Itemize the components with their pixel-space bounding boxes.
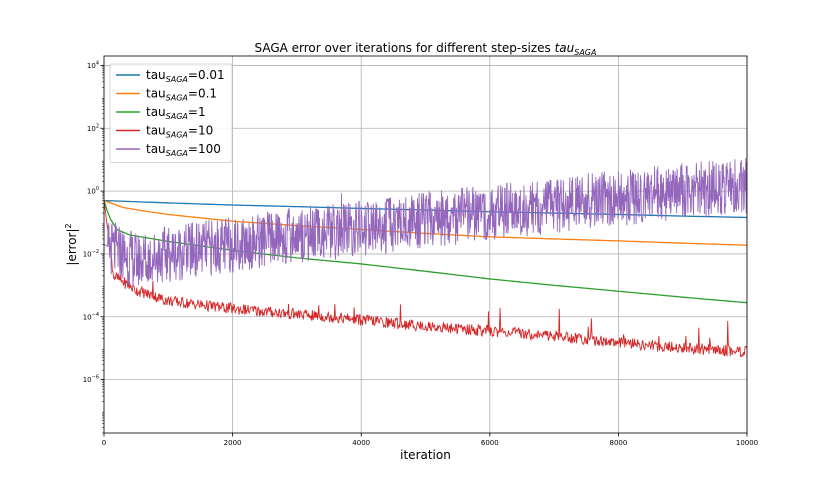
legend-label: tauSAGA=0.01 [146,68,225,84]
legend-item: tauSAGA=0.1 [116,87,217,103]
legend-label: tauSAGA=10 [146,124,213,140]
x-tick-label: 6000 [481,439,499,447]
x-tick-label: 8000 [609,439,627,447]
y-tick-label-exp: −2 [92,249,99,255]
x-tick-label: 10000 [736,439,758,447]
legend-label-sub: SAGA [166,75,188,84]
x-ticks: 0 2000 4000 6000 8000 10000 [102,433,758,447]
legend-label-base: tau [146,142,166,156]
y-axis-title-sup: 2 [64,223,73,228]
legend-label-base: tau [146,105,166,119]
y-tick-label-base: 10 [87,125,96,133]
legend: tauSAGA=0.01tauSAGA=0.1tauSAGA=1tauSAGA=… [109,63,233,163]
y-tick-label-exp: 4 [96,60,99,66]
y-axis-title-base: |error| [65,228,79,265]
legend-item: tauSAGA=1 [116,105,206,121]
series-line [104,200,747,358]
y-tick-label: 104 [87,60,99,70]
chart-title-symbol-sub: SAGA [574,48,596,57]
x-tick-label: 4000 [352,439,370,447]
y-tick-label-base: 10 [83,376,92,384]
chart-title-text: SAGA error over iterations for different… [255,41,555,55]
y-tick-label: 100 [87,186,99,196]
x-axis-title-text: iteration [400,448,451,462]
y-tick-label: 102 [87,123,99,133]
y-tick-label-exp: 2 [96,123,99,129]
legend-items: tauSAGA=0.01tauSAGA=0.1tauSAGA=1tauSAGA=… [116,68,225,158]
legend-label-value: =0.01 [188,68,225,82]
legend-label-base: tau [146,124,166,138]
legend-label-base: tau [146,87,166,101]
legend-label: tauSAGA=100 [146,142,221,158]
y-tick-label-exp: −6 [92,375,99,381]
y-tick-label-exp: 0 [96,186,99,192]
legend-label-value: =100 [188,142,221,156]
x-tick-label: 2000 [224,439,242,447]
legend-item: tauSAGA=100 [116,142,221,158]
chart-title: SAGA error over iterations for different… [255,41,597,57]
legend-label-base: tau [146,68,166,82]
y-tick-label: 10−2 [83,249,99,259]
y-axis-title: |error|2 [64,223,79,265]
x-axis-title: iteration [400,448,451,462]
y-tick-label: 10−4 [83,312,99,322]
y-tick-label: 10−6 [83,375,99,385]
legend-label: tauSAGA=1 [146,105,206,121]
y-tick-label-base: 10 [83,250,92,258]
legend-box [109,63,233,163]
legend-item: tauSAGA=10 [116,124,213,140]
y-tick-label-exp: −4 [92,312,99,318]
series-line [104,157,747,288]
legend-label-sub: SAGA [166,94,188,103]
legend-label-value: =0.1 [188,87,217,101]
legend-item: tauSAGA=0.01 [116,68,225,84]
legend-label-sub: SAGA [166,149,188,158]
y-tick-label-base: 10 [83,313,92,321]
y-tick-label-base: 10 [87,62,96,70]
series-layer [104,157,747,358]
chart-title-symbol: tau [555,41,575,55]
x-tick-label: 0 [102,439,106,447]
legend-label-sub: SAGA [166,131,188,140]
legend-label-value: =1 [188,105,206,119]
legend-label-value: =10 [188,124,213,138]
legend-label: tauSAGA=0.1 [146,87,217,103]
y-tick-label-base: 10 [87,188,96,196]
legend-label-sub: SAGA [166,112,188,121]
